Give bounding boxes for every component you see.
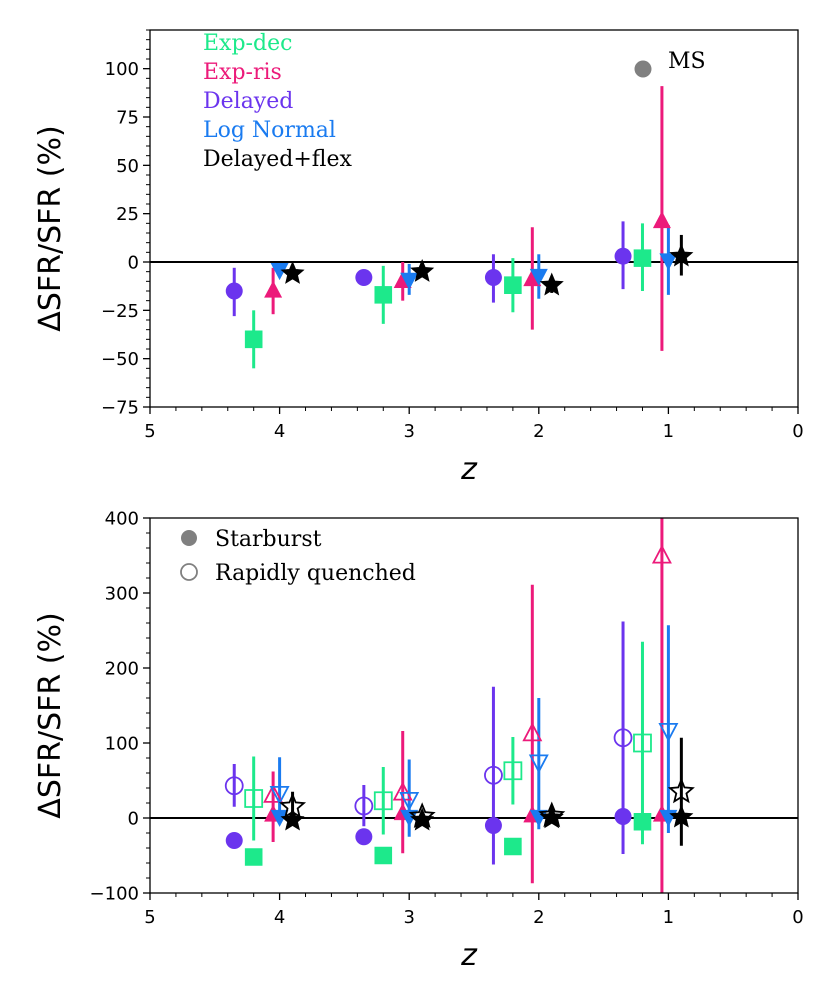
x-tick-label: 2 (533, 421, 544, 442)
y-tick-label: 100 (105, 734, 139, 755)
point-delayed-0 (225, 832, 243, 849)
y-tick-label: 0 (128, 809, 139, 830)
point-delayed-open-0 (224, 776, 244, 796)
legend-entry-exp-ris: Exp-ris (203, 60, 282, 85)
point-delayed-flex-open-0 (279, 792, 307, 819)
point-delayed-open-1 (354, 796, 374, 816)
point-log-normal-2 (529, 268, 548, 286)
legend-marker-ms (634, 60, 652, 78)
point-exp-ris-3 (652, 210, 671, 229)
y-tick-label: 50 (116, 156, 139, 177)
point-log-normal-open-1 (399, 791, 420, 811)
point-delayed-open-2 (484, 765, 503, 785)
legend-entry-exp-dec: Exp-dec (203, 31, 292, 56)
x-tick-label: 3 (403, 907, 414, 928)
legend-label-rapidly-quenched: Rapidly quenched (215, 561, 416, 586)
point-delayed-flex-3 (669, 804, 694, 828)
point-delayed-2 (484, 268, 502, 286)
top-panel: −75 −50 −25 0 25 50 75 100 5 4 3 2 1 0 z ΔSFR/SFR (%) Ex… (33, 29, 804, 487)
legend-marker-rapidly-quenched (180, 563, 198, 581)
plot-area (224, 518, 695, 893)
x-axis-label: z (460, 938, 478, 973)
point-exp-ris-open-1 (392, 781, 413, 801)
y-tick-label: 0 (128, 253, 139, 274)
y-tick-label: 300 (105, 584, 139, 605)
point-exp-dec-open-3 (633, 733, 652, 753)
point-exp-dec-open-2 (503, 761, 523, 781)
y-tick-label: 25 (116, 204, 139, 225)
plot-area (225, 86, 694, 369)
legend-entry-log-normal: Log Normal (203, 118, 336, 143)
y-tick-label: 400 (105, 509, 139, 530)
legend-entry-delayed-flex: Delayed+flex (203, 147, 352, 172)
point-delayed-1 (355, 828, 373, 846)
point-delayed-open-3 (613, 728, 633, 748)
x-axis-label: z (460, 452, 478, 487)
point-exp-ris-0 (264, 280, 283, 298)
y-tick-label: 75 (116, 108, 139, 129)
point-log-normal-open-3 (658, 722, 679, 742)
y-tick-label: −75 (101, 398, 139, 419)
point-delayed-3 (614, 247, 632, 265)
point-exp-dec-3 (633, 812, 652, 831)
legend-entry-delayed: Delayed (203, 89, 293, 114)
point-delayed-flex-3 (669, 243, 694, 267)
x-tick-label: 3 (403, 421, 414, 442)
point-delayed-flex-open-1 (408, 802, 436, 829)
legend-label-ms: MS (668, 49, 706, 74)
point-exp-dec-2 (504, 837, 522, 856)
point-delayed-1 (355, 268, 373, 286)
point-delayed-flex-open-2 (538, 801, 566, 828)
point-exp-dec-1 (374, 286, 393, 304)
y-axis-label: ΔSFR/SFR (%) (33, 125, 68, 331)
x-tick-label: 0 (792, 421, 803, 442)
x-tick-label: 1 (663, 421, 674, 442)
point-delayed-0 (225, 282, 243, 300)
point-exp-dec-3 (633, 249, 652, 267)
point-exp-ris-open-2 (522, 722, 543, 742)
point-delayed-flex-1 (410, 259, 435, 282)
point-delayed-3 (614, 808, 632, 825)
legend-label-starburst: Starburst (215, 527, 322, 552)
point-exp-dec-2 (504, 276, 522, 294)
axes-frame (149, 29, 799, 408)
y-tick-label: 200 (105, 659, 139, 680)
point-exp-dec-open-0 (244, 789, 264, 808)
x-tick-label: 4 (274, 907, 285, 928)
point-exp-dec-1 (374, 846, 393, 865)
x-tick-label: 1 (663, 907, 674, 928)
point-exp-dec-0 (244, 330, 263, 349)
bottom-panel: −100 0 100 200 300 400 5 4 3 2 1 0 z ΔSFR/SFR (%) Star… (33, 509, 804, 974)
x-tick-label: 5 (144, 421, 155, 442)
point-delayed-flex-open-3 (667, 777, 695, 804)
x-tick-label: 2 (533, 907, 544, 928)
x-tick-label: 4 (274, 421, 285, 442)
y-axis-label: ΔSFR/SFR (%) (33, 612, 68, 818)
point-exp-dec-open-1 (373, 791, 393, 811)
point-delayed-2 (484, 817, 502, 834)
point-exp-dec-0 (244, 848, 263, 866)
point-exp-ris-open-3 (651, 544, 672, 564)
point-log-normal-open-0 (269, 785, 290, 805)
legend-marker-starburst (181, 530, 197, 546)
point-delayed-flex-2 (539, 805, 564, 829)
y-tick-label: −50 (101, 349, 139, 370)
y-tick-label: 100 (105, 59, 139, 80)
x-tick-label: 5 (144, 907, 155, 928)
point-log-normal-1 (400, 272, 419, 290)
point-delayed-flex-2 (539, 272, 564, 296)
x-tick-label: 0 (792, 907, 803, 928)
point-delayed-flex-0 (280, 807, 305, 831)
point-delayed-flex-0 (280, 260, 305, 284)
point-log-normal-3 (659, 253, 678, 271)
y-tick-label: −25 (101, 301, 139, 322)
point-log-normal-open-2 (528, 754, 549, 774)
point-exp-ris-open-0 (263, 783, 284, 803)
y-tick-label: −100 (90, 884, 139, 905)
axes-frame (149, 517, 799, 894)
